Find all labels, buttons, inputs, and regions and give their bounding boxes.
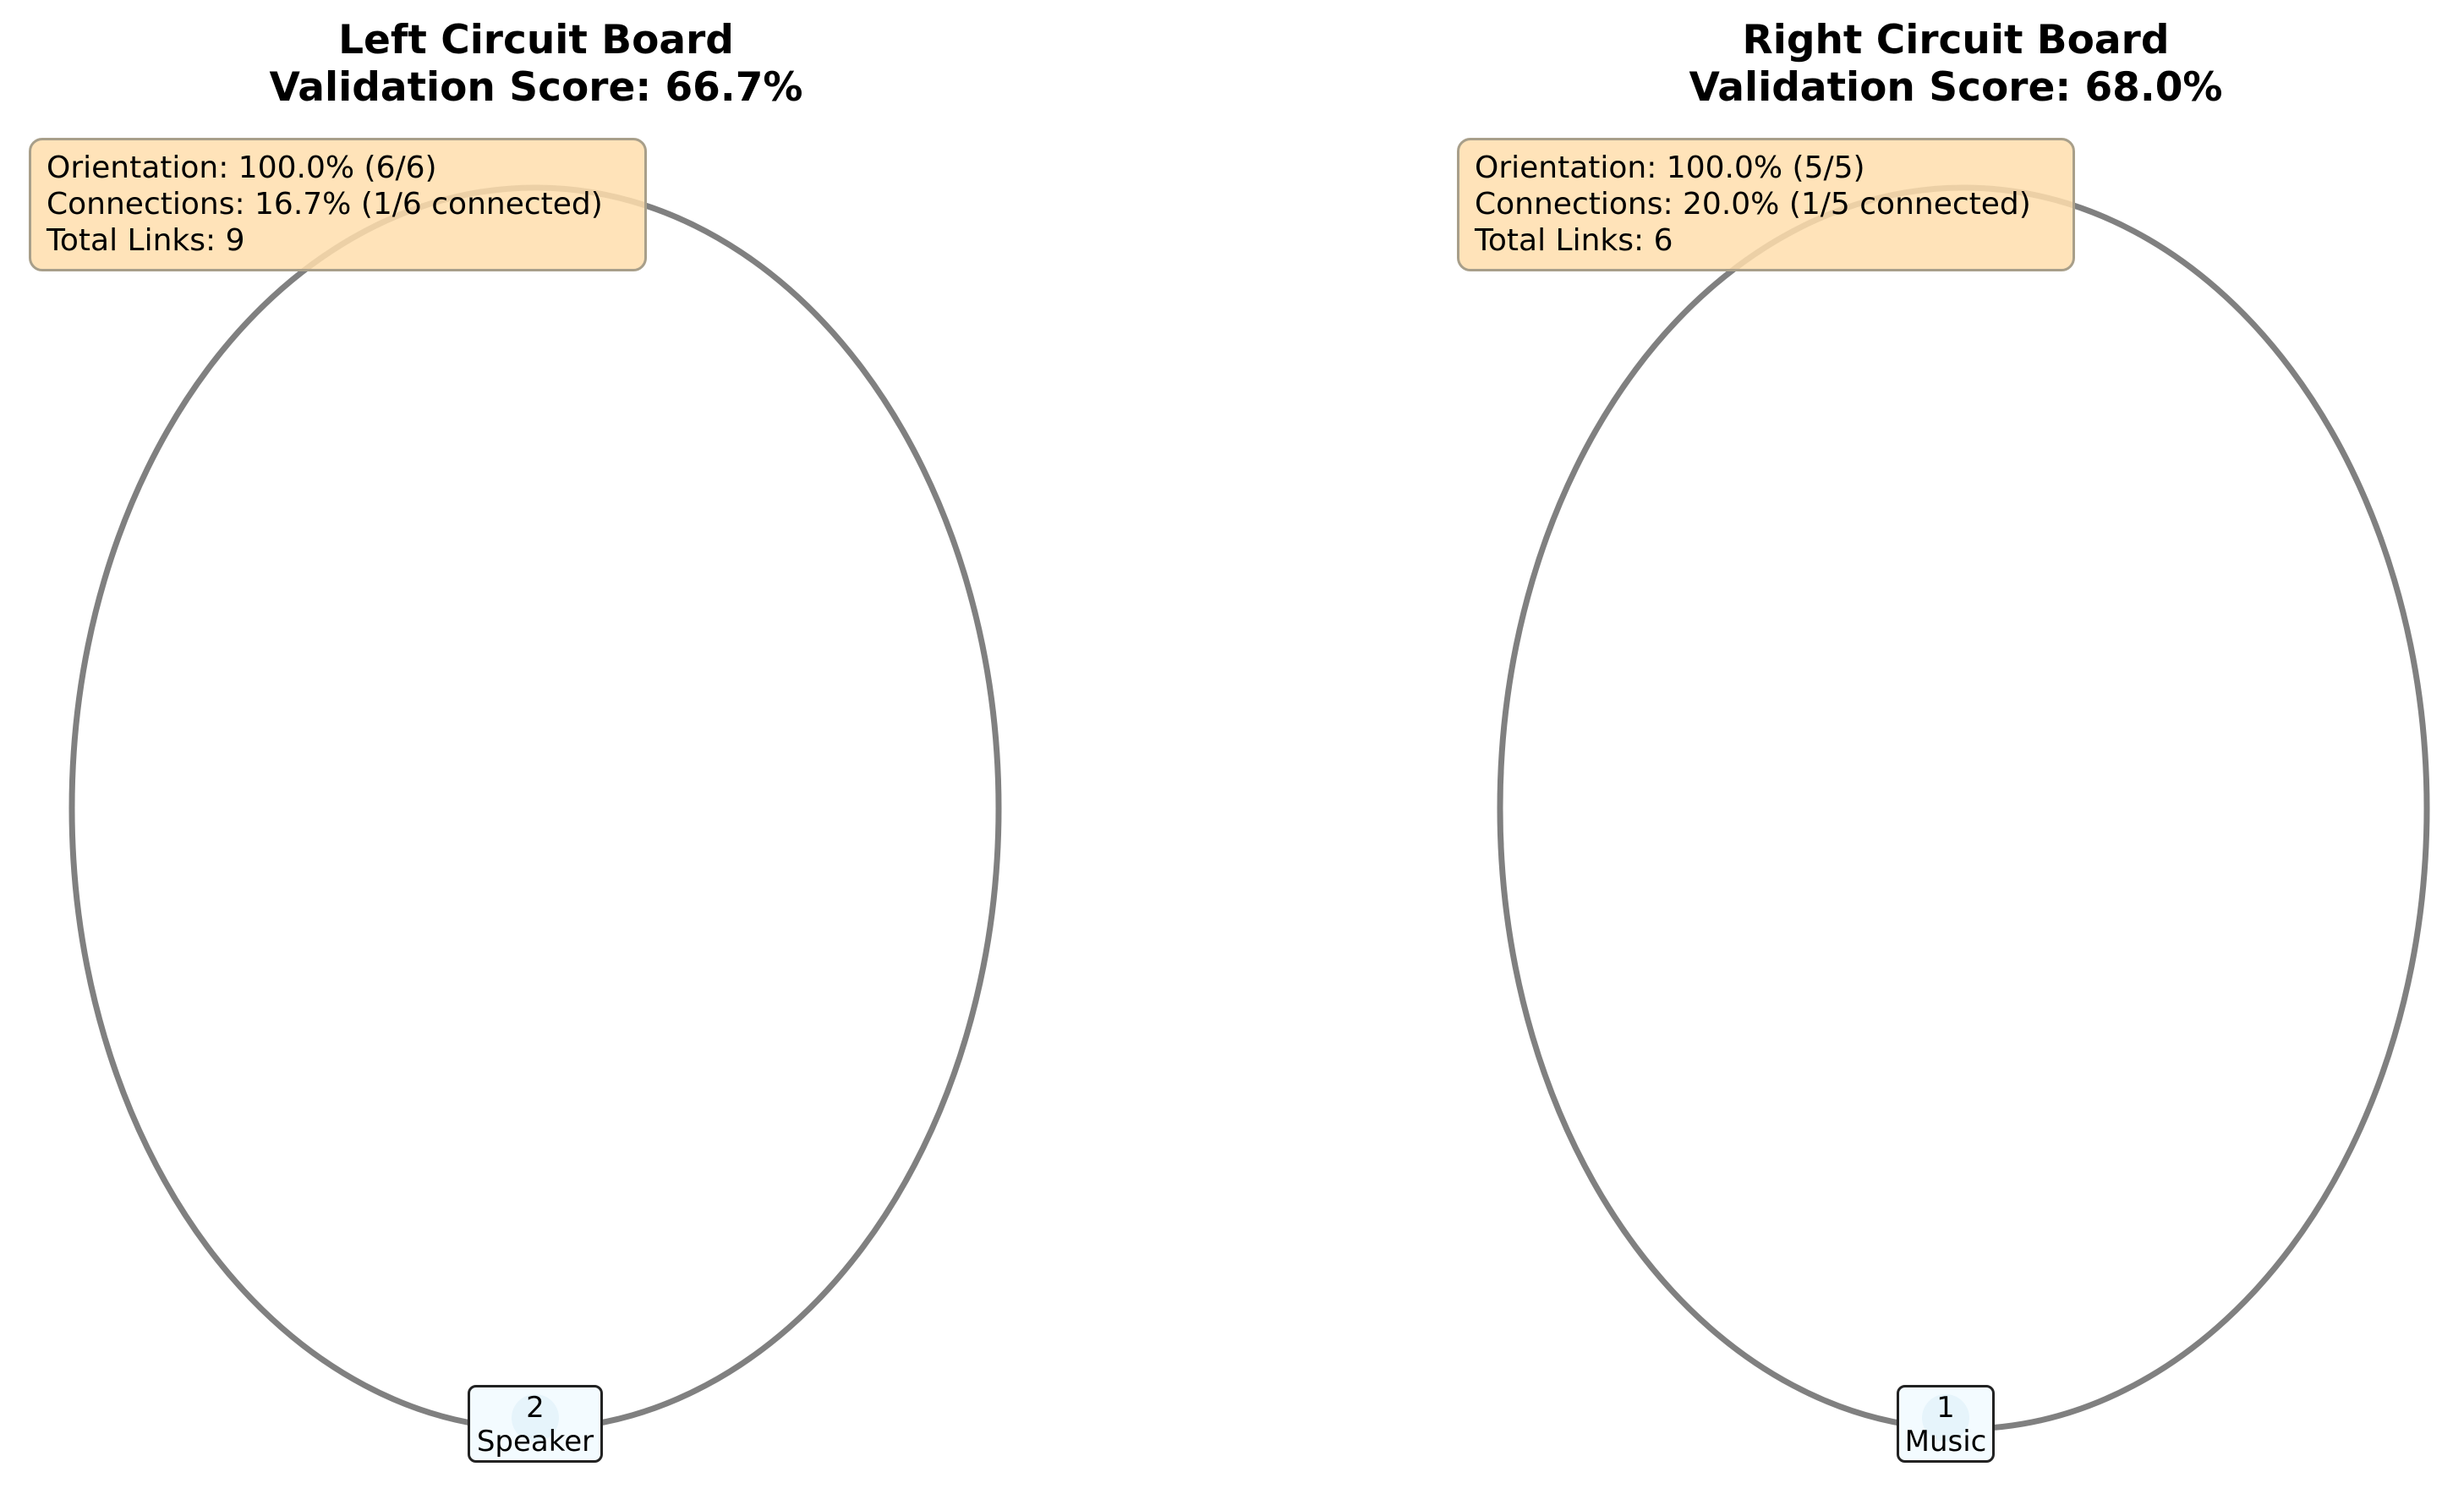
left-total-links-stat: Total Links: 9 — [47, 223, 245, 258]
left-orientation-stat: Orientation: 100.0% (6/6) — [47, 150, 437, 185]
right-orientation-stat: Orientation: 100.0% (5/5) — [1475, 150, 1865, 185]
node-marker-icon — [1922, 1394, 1969, 1442]
right-board-validation-score: Validation Score: 68.0% — [1689, 64, 2223, 111]
left-circuit-board-panel: Left Circuit Board Validation Score: 66.… — [29, 17, 1002, 1463]
left-node-label: Speaker — [476, 1425, 594, 1458]
right-board-title-line1: Right Circuit Board — [1742, 17, 2170, 63]
left-board-stats-box: Orientation: 100.0% (6/6) Connections: 1… — [29, 138, 647, 271]
right-board-title: Right Circuit Board Validation Score: 68… — [1575, 17, 2336, 112]
left-board-validation-score: Validation Score: 66.7% — [269, 64, 803, 111]
left-connections-stat: Connections: 16.7% (1/6 connected) — [47, 187, 603, 222]
left-board-node[interactable]: 2 Speaker — [468, 1385, 603, 1463]
right-board-stats-box: Orientation: 100.0% (5/5) Connections: 2… — [1457, 138, 2075, 271]
left-node-id: 2 — [526, 1391, 545, 1425]
right-board-node[interactable]: 1 Music — [1897, 1385, 1995, 1463]
right-circuit-board-panel: Right Circuit Board Validation Score: 68… — [1232, 0, 2464, 1494]
node-marker-icon — [512, 1394, 559, 1442]
right-node-label: Music — [1904, 1425, 1987, 1458]
left-board-title: Left Circuit Board Validation Score: 66.… — [156, 17, 917, 112]
right-connections-stat: Connections: 20.0% (1/5 connected) — [1475, 187, 2031, 222]
right-node-id: 1 — [1936, 1391, 1955, 1425]
right-total-links-stat: Total Links: 6 — [1475, 223, 1673, 258]
left-board-title-line1: Left Circuit Board — [338, 17, 734, 63]
